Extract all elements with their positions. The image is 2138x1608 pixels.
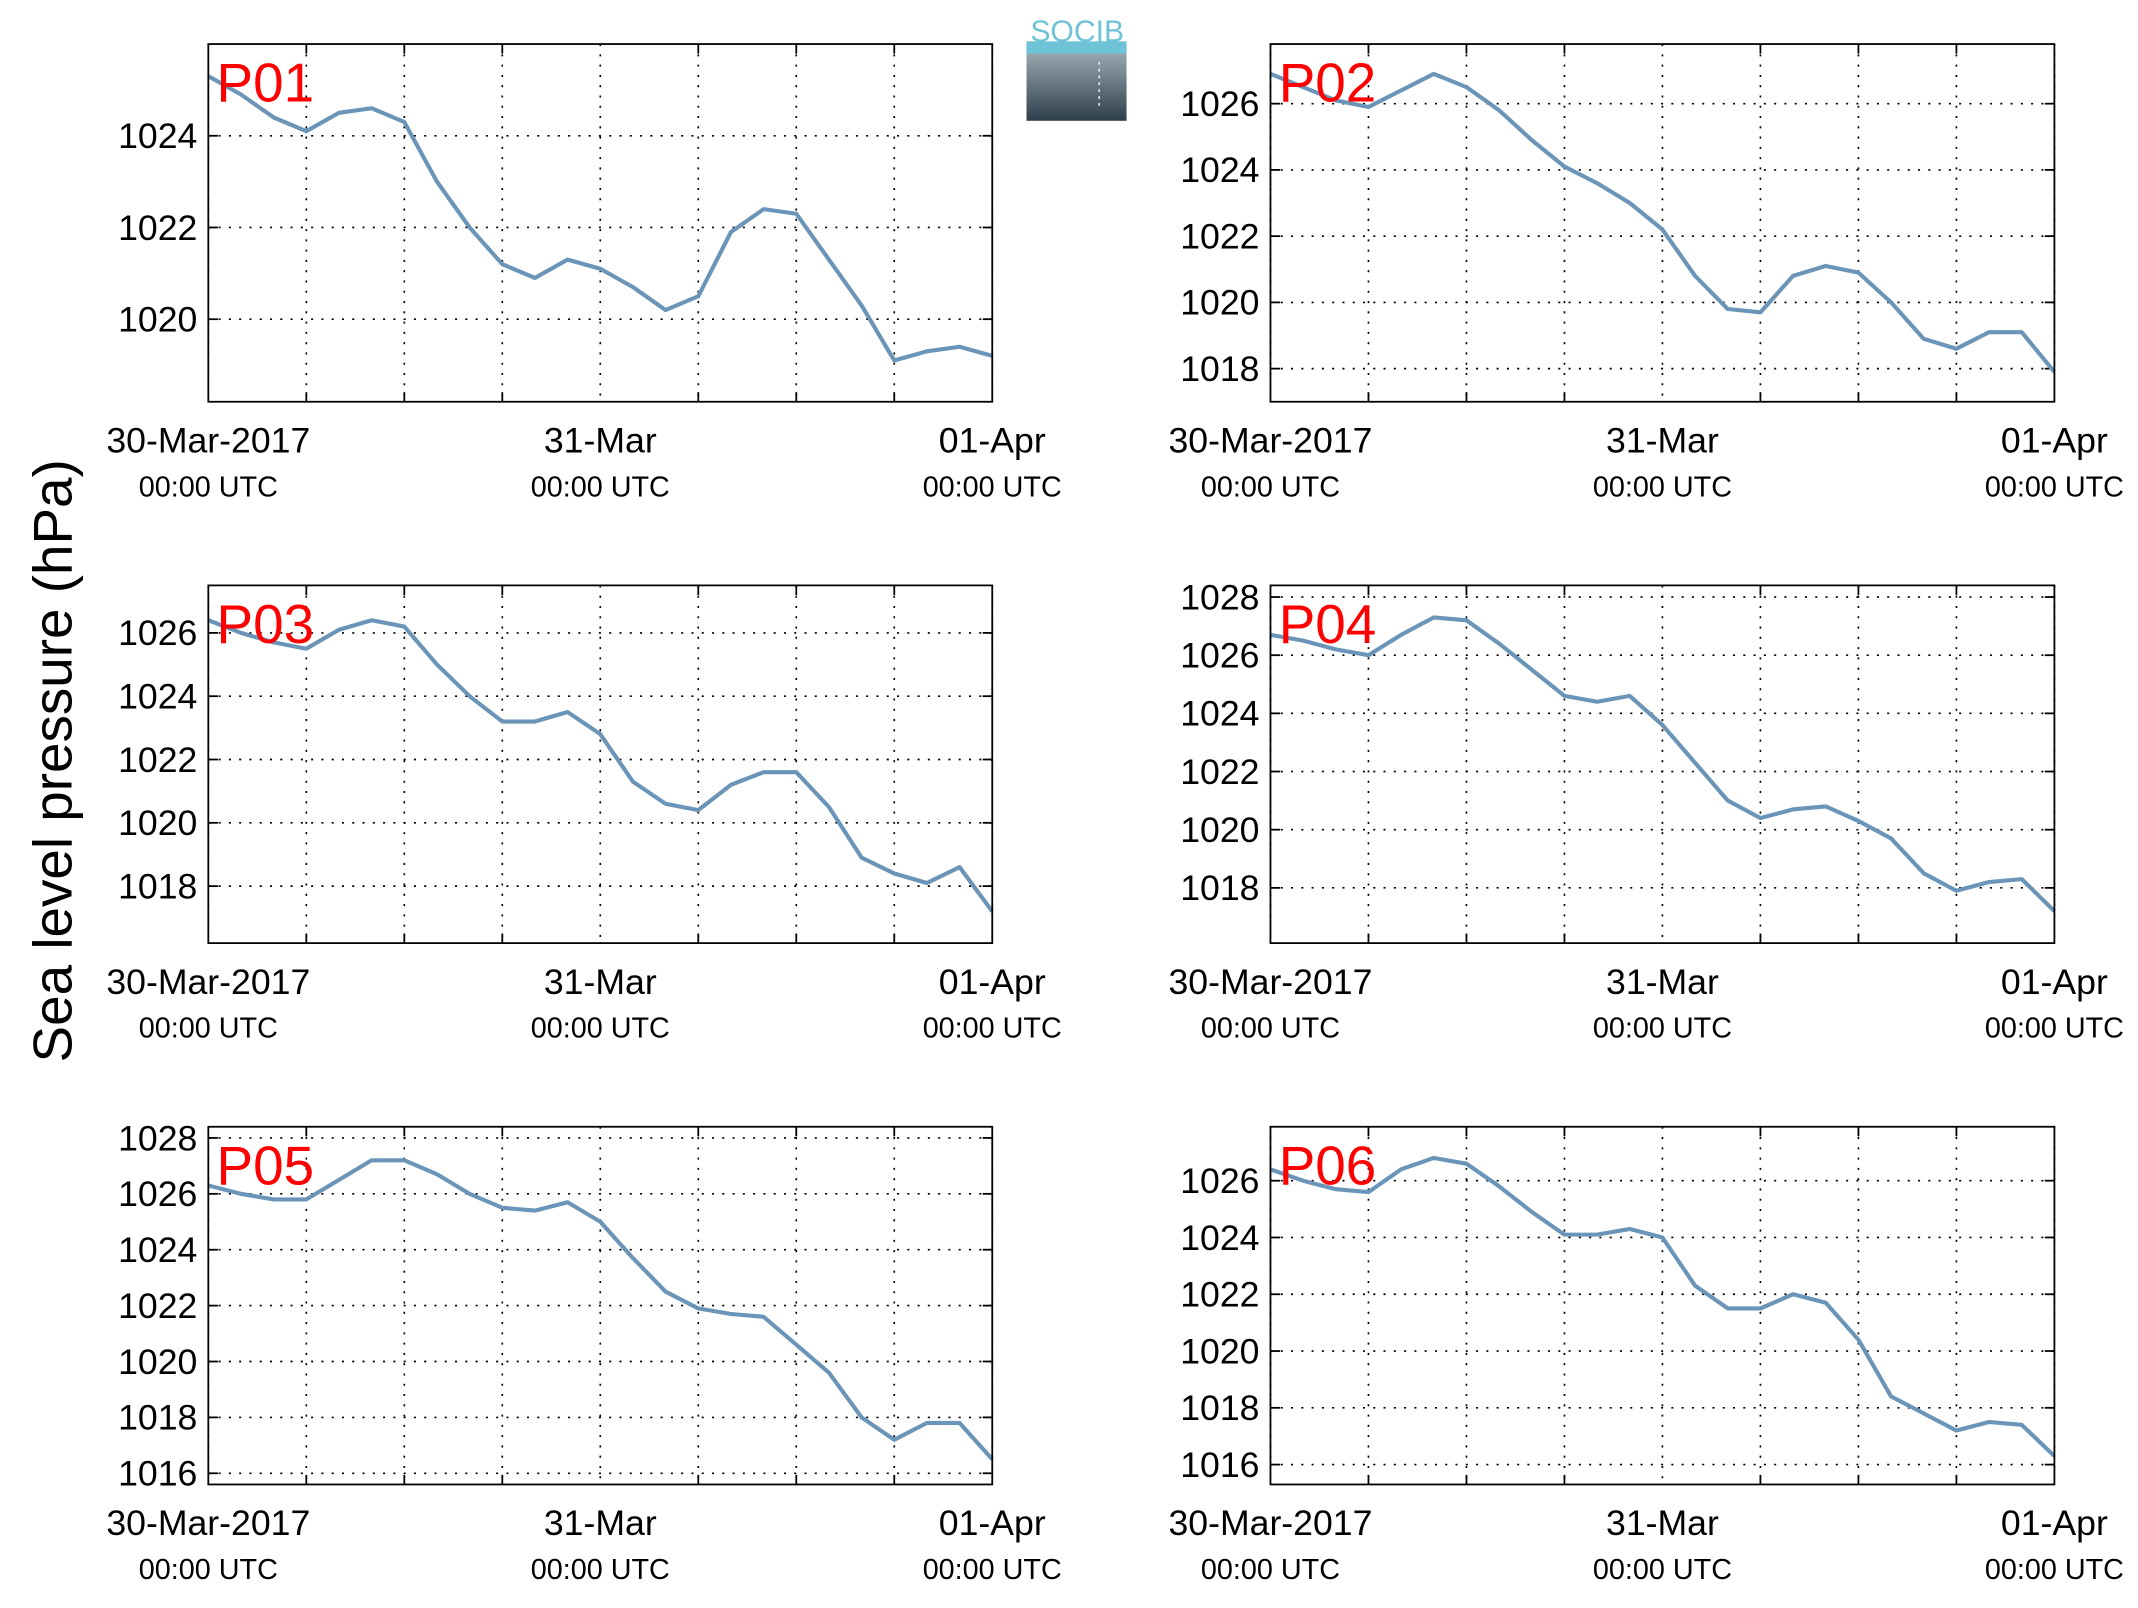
data-line [207, 74, 993, 363]
panel-title: P06 [1279, 1134, 1377, 1196]
x-tick-sublabel: 00:00 UTC [139, 1554, 278, 1586]
panel: 1018 1020 1022 1024 1026 30-Mar-2017 00:00 UTC… [1168, 43, 2124, 503]
y-tick-label: 1018 [1180, 868, 1259, 908]
panel: 1018 1020 1022 1024 1026 30-Mar-2017 00:00 UTC… [106, 584, 1062, 1045]
x-tick-sublabel: 00:00 UTC [923, 1013, 1062, 1045]
panel-title: P01 [217, 52, 315, 114]
logo-block [1026, 52, 1127, 121]
panel: 1016 1018 1020 1022 1024 1026 1028 30-Mar-2017 0… [106, 1118, 1061, 1586]
x-tick-label: 30-Mar-2017 [1168, 420, 1372, 460]
y-tick-label: 1026 [118, 1174, 197, 1214]
y-tick-label: 1026 [1180, 84, 1259, 124]
x-tick-label: 30-Mar-2017 [1168, 962, 1372, 1002]
y-axis-label: Sea level pressure (hPa) [21, 459, 83, 1062]
y-tick-label: 1018 [1180, 349, 1259, 389]
x-tick-sublabel: 00:00 UTC [923, 1554, 1062, 1586]
y-tick-label: 1018 [118, 866, 197, 906]
y-tick-label: 1020 [1180, 810, 1259, 850]
y-tick-label: 1024 [1180, 150, 1259, 190]
x-tick-label: 01-Apr [939, 962, 1046, 1002]
plot-frame [1269, 1125, 2056, 1486]
y-tick-label: 1020 [118, 300, 197, 340]
x-tick-sublabel: 00:00 UTC [1985, 1554, 2124, 1586]
x-tick-label: 30-Mar-2017 [106, 1503, 310, 1543]
panel: 1016 1018 1020 1022 1024 1026 30-Mar-2017 00:00… [1168, 1125, 2124, 1586]
x-tick-sublabel: 00:00 UTC [531, 1554, 670, 1586]
y-tick-label: 1018 [118, 1398, 197, 1438]
x-tick-label: 30-Mar-2017 [1168, 1503, 1372, 1543]
y-tick-label: 1022 [1180, 752, 1259, 792]
x-tick-label: 01-Apr [2001, 1503, 2108, 1543]
panel: 1018 1020 1022 1024 1026 1028 30-Mar-2017 00:00… [1168, 577, 2123, 1044]
y-tick-label: 1026 [118, 613, 197, 653]
y-tick-label: 1020 [118, 803, 197, 843]
y-tick-label: 1016 [1180, 1445, 1259, 1485]
y-tick-label: 1028 [1180, 577, 1259, 617]
x-tick-sublabel: 00:00 UTC [1593, 471, 1732, 503]
x-tick-label: 01-Apr [2001, 420, 2108, 460]
x-tick-sublabel: 00:00 UTC [1201, 1013, 1340, 1045]
x-tick-label: 01-Apr [939, 1503, 1046, 1543]
x-tick-label: 01-Apr [2001, 962, 2108, 1002]
x-tick-sublabel: 00:00 UTC [1985, 471, 2124, 503]
x-tick-label: 31-Mar [1606, 962, 1719, 1002]
y-tick-label: 1024 [118, 677, 197, 717]
panel-title: P02 [1279, 52, 1377, 114]
x-tick-label: 01-Apr [939, 420, 1046, 460]
y-tick-label: 1022 [118, 740, 197, 780]
y-tick-label: 1018 [1180, 1388, 1259, 1428]
x-tick-sublabel: 00:00 UTC [923, 471, 1062, 503]
logo: SOCIB [1026, 15, 1127, 121]
panel-title: P04 [1279, 593, 1377, 655]
y-tick-label: 1024 [1180, 694, 1259, 734]
panel: 1020 1022 1024 30-Mar-2017 00:00 UTC 31-Mar 00… [106, 43, 1062, 503]
plot-frame [1269, 43, 2056, 403]
logo-band [1026, 41, 1127, 54]
plot-frame [207, 584, 994, 944]
x-tick-label: 31-Mar [544, 1503, 657, 1543]
x-tick-label: 31-Mar [1606, 420, 1719, 460]
data-line [1269, 1155, 2056, 1458]
logo-text: SOCIB [1030, 15, 1124, 48]
x-tick-sublabel: 00:00 UTC [1593, 1554, 1732, 1586]
y-tick-label: 1024 [118, 116, 197, 156]
data-line [207, 1158, 994, 1461]
plot-frame [207, 1125, 994, 1486]
x-tick-sublabel: 00:00 UTC [531, 1013, 670, 1045]
y-tick-label: 1026 [1180, 1161, 1259, 1201]
y-tick-label: 1022 [118, 1286, 197, 1326]
x-tick-label: 30-Mar-2017 [106, 962, 310, 1002]
plot-frame [1269, 584, 2056, 944]
x-tick-label: 31-Mar [1606, 1503, 1719, 1543]
x-tick-label: 31-Mar [544, 420, 657, 460]
x-tick-sublabel: 00:00 UTC [1201, 471, 1340, 503]
x-tick-sublabel: 00:00 UTC [1593, 1013, 1732, 1045]
x-tick-sublabel: 00:00 UTC [139, 1013, 278, 1045]
y-tick-label: 1024 [118, 1230, 197, 1270]
plot-frame [207, 43, 994, 403]
data-line [1270, 615, 2056, 913]
panel-title: P03 [217, 593, 315, 655]
x-tick-sublabel: 00:00 UTC [139, 471, 278, 503]
panel-title: P05 [217, 1134, 315, 1196]
y-tick-label: 1020 [118, 1342, 197, 1382]
y-tick-label: 1020 [1180, 283, 1259, 323]
y-tick-label: 1026 [1180, 636, 1259, 676]
y-tick-label: 1024 [1180, 1218, 1259, 1258]
y-tick-label: 1022 [118, 208, 197, 248]
y-tick-label: 1022 [1180, 1275, 1259, 1315]
x-tick-sublabel: 00:00 UTC [1201, 1554, 1340, 1586]
data-line [207, 618, 994, 913]
x-tick-label: 31-Mar [544, 962, 657, 1002]
x-tick-sublabel: 00:00 UTC [531, 471, 670, 503]
y-tick-label: 1020 [1180, 1331, 1259, 1371]
x-tick-sublabel: 00:00 UTC [1985, 1013, 2124, 1045]
y-tick-label: 1016 [118, 1454, 197, 1494]
y-tick-label: 1022 [1180, 216, 1259, 256]
y-tick-label: 1028 [118, 1118, 197, 1158]
data-line [1269, 71, 2056, 374]
x-tick-label: 30-Mar-2017 [106, 420, 310, 460]
